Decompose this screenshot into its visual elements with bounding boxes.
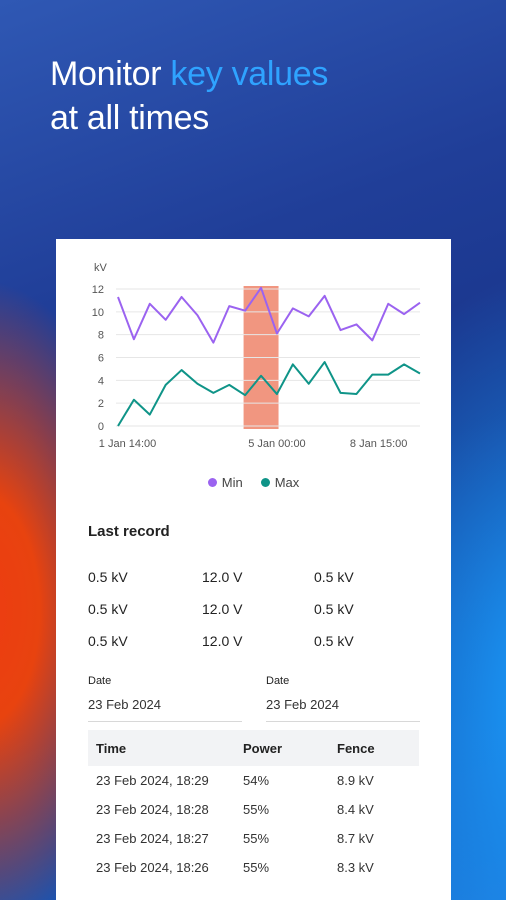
record-value: 0.5 kV [88, 569, 128, 585]
date-from-field[interactable]: Date 23 Feb 2024 [88, 675, 242, 722]
last-record-row: 0.5 kV 12.0 V 0.5 kV [88, 625, 428, 657]
last-record-row: 0.5 kV 12.0 V 0.5 kV [88, 561, 428, 593]
record-value: 12.0 V [202, 601, 243, 617]
series-line-max [117, 361, 421, 427]
record-value: 12.0 V [202, 569, 243, 585]
table-header: Time Power Fence [88, 730, 419, 766]
y-tick-label: 0 [98, 421, 104, 433]
cell-power: 55% [243, 802, 270, 817]
y-tick-label: 8 [98, 330, 104, 342]
legend-item-max[interactable]: Max [260, 475, 300, 490]
last-record-row: 0.5 kV 12.0 V 0.5 kV [88, 593, 428, 625]
cell-time: 23 Feb 2024, 18:26 [96, 860, 209, 875]
y-tick-label: 4 [98, 375, 104, 387]
header-time[interactable]: Time [96, 740, 127, 756]
cell-power: 54% [243, 773, 270, 788]
legend-dot-min [207, 478, 217, 487]
record-value: 12.0 V [202, 633, 243, 649]
table-row[interactable]: 23 Feb 2024, 18:28 55% 8.4 kV [88, 795, 419, 824]
y-axis-label: kV [94, 262, 108, 274]
y-tick-label: 6 [98, 353, 104, 365]
voltage-chart[interactable]: 0 2 4 6 8 10 12 kV 1 Jan 14:00 5 Jan 00:00 8 Jan 1… [56, 239, 451, 509]
headline-line2: at all times [50, 99, 209, 137]
record-value: 0.5 kV [88, 601, 128, 617]
legend-dot-max [260, 478, 270, 487]
headline-prefix: Monitor [50, 55, 171, 93]
x-tick-label: 5 Jan 00:00 [248, 438, 306, 450]
record-value: 0.5 kV [314, 601, 354, 617]
legend-label-max: Max [274, 475, 300, 490]
cell-fence: 8.4 kV [337, 802, 374, 817]
cell-time: 23 Feb 2024, 18:28 [96, 802, 209, 817]
cell-power: 55% [243, 831, 270, 846]
date-from-value[interactable]: 23 Feb 2024 [88, 697, 162, 712]
date-from-label: Date [88, 675, 112, 687]
records-table: Time Power Fence 23 Feb 2024, 18:29 54% … [88, 730, 419, 882]
last-record-values: 0.5 kV 12.0 V 0.5 kV 0.5 kV 12.0 V 0.5 k… [88, 561, 428, 657]
header-fence[interactable]: Fence [337, 740, 375, 756]
record-value: 0.5 kV [314, 633, 354, 649]
date-to-label: Date [266, 675, 290, 687]
legend-item-min[interactable]: Min [207, 475, 243, 490]
table-row[interactable]: 23 Feb 2024, 18:26 55% 8.3 kV [88, 853, 419, 882]
cell-fence: 8.7 kV [337, 831, 374, 846]
date-to-value[interactable]: 23 Feb 2024 [266, 697, 340, 712]
y-tick-label: 12 [92, 284, 104, 296]
cell-power: 55% [243, 860, 270, 875]
headline: Monitor key values at all times [50, 52, 328, 140]
last-record-title: Last record [88, 523, 170, 540]
series-line-min [117, 286, 421, 344]
date-to-field[interactable]: Date 23 Feb 2024 [266, 675, 420, 722]
cell-fence: 8.9 kV [337, 773, 374, 788]
x-tick-label: 8 Jan 15:00 [350, 438, 408, 450]
legend-label-min: Min [221, 475, 243, 490]
chart-svg[interactable]: 0 2 4 6 8 10 12 kV 1 Jan 14:00 5 Jan 00:00 8 Jan 1… [56, 239, 451, 469]
header-power[interactable]: Power [243, 740, 283, 756]
chart-legend: Min Max [56, 475, 451, 490]
cell-fence: 8.3 kV [337, 860, 374, 875]
cell-time: 23 Feb 2024, 18:27 [96, 831, 209, 846]
app-card: 0 2 4 6 8 10 12 kV 1 Jan 14:00 5 Jan 00:00 8 Jan 1… [56, 239, 451, 900]
y-tick-label: 10 [92, 307, 104, 319]
x-tick-label: 1 Jan 14:00 [99, 438, 157, 450]
record-value: 0.5 kV [88, 633, 128, 649]
record-value: 0.5 kV [314, 569, 354, 585]
cell-time: 23 Feb 2024, 18:29 [96, 773, 209, 788]
headline-accent: key values [170, 55, 329, 93]
y-tick-label: 2 [98, 398, 104, 410]
table-row[interactable]: 23 Feb 2024, 18:29 54% 8.9 kV [88, 766, 419, 795]
table-row[interactable]: 23 Feb 2024, 18:27 55% 8.7 kV [88, 824, 419, 853]
